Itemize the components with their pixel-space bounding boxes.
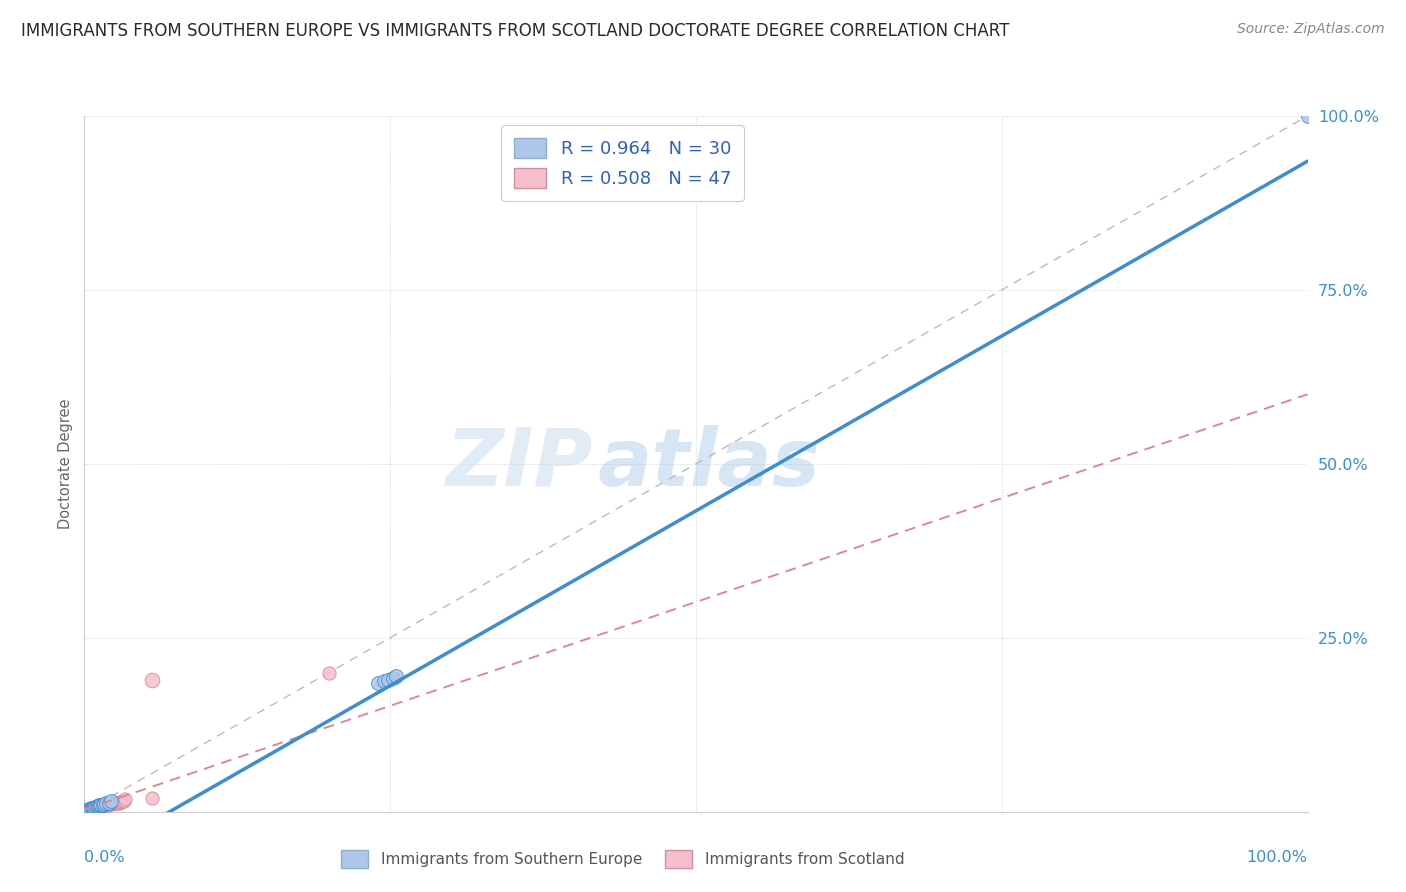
Text: IMMIGRANTS FROM SOUTHERN EUROPE VS IMMIGRANTS FROM SCOTLAND DOCTORATE DEGREE COR: IMMIGRANTS FROM SOUTHERN EUROPE VS IMMIG…: [21, 22, 1010, 40]
Point: [105, 796, 128, 810]
Point: [87, 798, 110, 813]
Point: [75, 804, 97, 818]
Point: [110, 795, 132, 809]
Point: [79, 802, 101, 816]
Point: [76, 803, 98, 817]
Point: [77, 803, 100, 817]
Point: [77, 803, 100, 817]
Point: [87, 799, 110, 814]
Point: [105, 796, 128, 810]
Point: [79, 801, 101, 815]
Point: [104, 797, 127, 811]
Y-axis label: Doctorate Degree: Doctorate Degree: [58, 399, 73, 529]
Point: [89, 799, 111, 814]
Point: [101, 797, 124, 811]
Point: [107, 796, 129, 810]
Point: [84, 800, 107, 814]
Point: [385, 669, 408, 683]
Point: [373, 673, 395, 688]
Point: [77, 803, 100, 817]
Point: [76, 803, 98, 817]
Text: 100.0%: 100.0%: [1247, 850, 1308, 865]
Point: [87, 800, 110, 814]
Point: [87, 799, 110, 814]
Point: [114, 791, 136, 805]
Point: [103, 797, 125, 811]
Legend: Immigrants from Southern Europe, Immigrants from Scotland: Immigrants from Southern Europe, Immigra…: [335, 844, 910, 873]
Point: [377, 673, 399, 687]
Point: [91, 798, 114, 813]
Point: [98, 797, 121, 811]
Text: atlas: atlas: [598, 425, 821, 503]
Point: [76, 803, 98, 817]
Point: [77, 803, 100, 817]
Point: [77, 802, 100, 816]
Point: [83, 800, 105, 814]
Text: ZIP: ZIP: [444, 425, 592, 503]
Point: [83, 800, 105, 814]
Point: [83, 800, 105, 814]
Point: [89, 798, 111, 813]
Point: [79, 802, 101, 816]
Point: [89, 798, 111, 813]
Point: [75, 803, 97, 817]
Point: [381, 671, 404, 685]
Point: [100, 794, 122, 808]
Point: [90, 797, 112, 812]
Point: [108, 795, 131, 809]
Text: 0.0%: 0.0%: [84, 850, 125, 865]
Text: Source: ZipAtlas.com: Source: ZipAtlas.com: [1237, 22, 1385, 37]
Point: [77, 802, 100, 816]
Point: [87, 799, 110, 814]
Point: [80, 801, 103, 815]
Point: [87, 799, 110, 814]
Point: [80, 801, 103, 815]
Point: [318, 665, 340, 680]
Point: [82, 801, 104, 815]
Point: [111, 794, 134, 808]
Point: [86, 800, 108, 814]
Point: [94, 797, 117, 812]
Point: [93, 798, 115, 813]
Point: [82, 800, 104, 814]
Point: [80, 801, 103, 815]
Point: [91, 797, 114, 812]
Point: [77, 803, 100, 817]
Point: [100, 797, 122, 811]
Point: [90, 798, 112, 813]
Point: [86, 800, 108, 814]
Point: [82, 800, 104, 814]
Point: [97, 797, 120, 812]
Point: [84, 800, 107, 814]
Point: [84, 800, 107, 814]
Point: [82, 800, 104, 814]
Point: [86, 800, 108, 814]
Point: [141, 790, 163, 805]
Point: [141, 673, 163, 687]
Point: [97, 796, 120, 810]
Point: [93, 797, 115, 811]
Point: [79, 802, 101, 816]
Point: [96, 797, 118, 811]
Point: [112, 794, 135, 808]
Point: [86, 799, 108, 814]
Point: [96, 797, 118, 812]
Point: [80, 801, 103, 815]
Point: [367, 676, 389, 690]
Point: [97, 797, 120, 811]
Point: [1296, 109, 1319, 123]
